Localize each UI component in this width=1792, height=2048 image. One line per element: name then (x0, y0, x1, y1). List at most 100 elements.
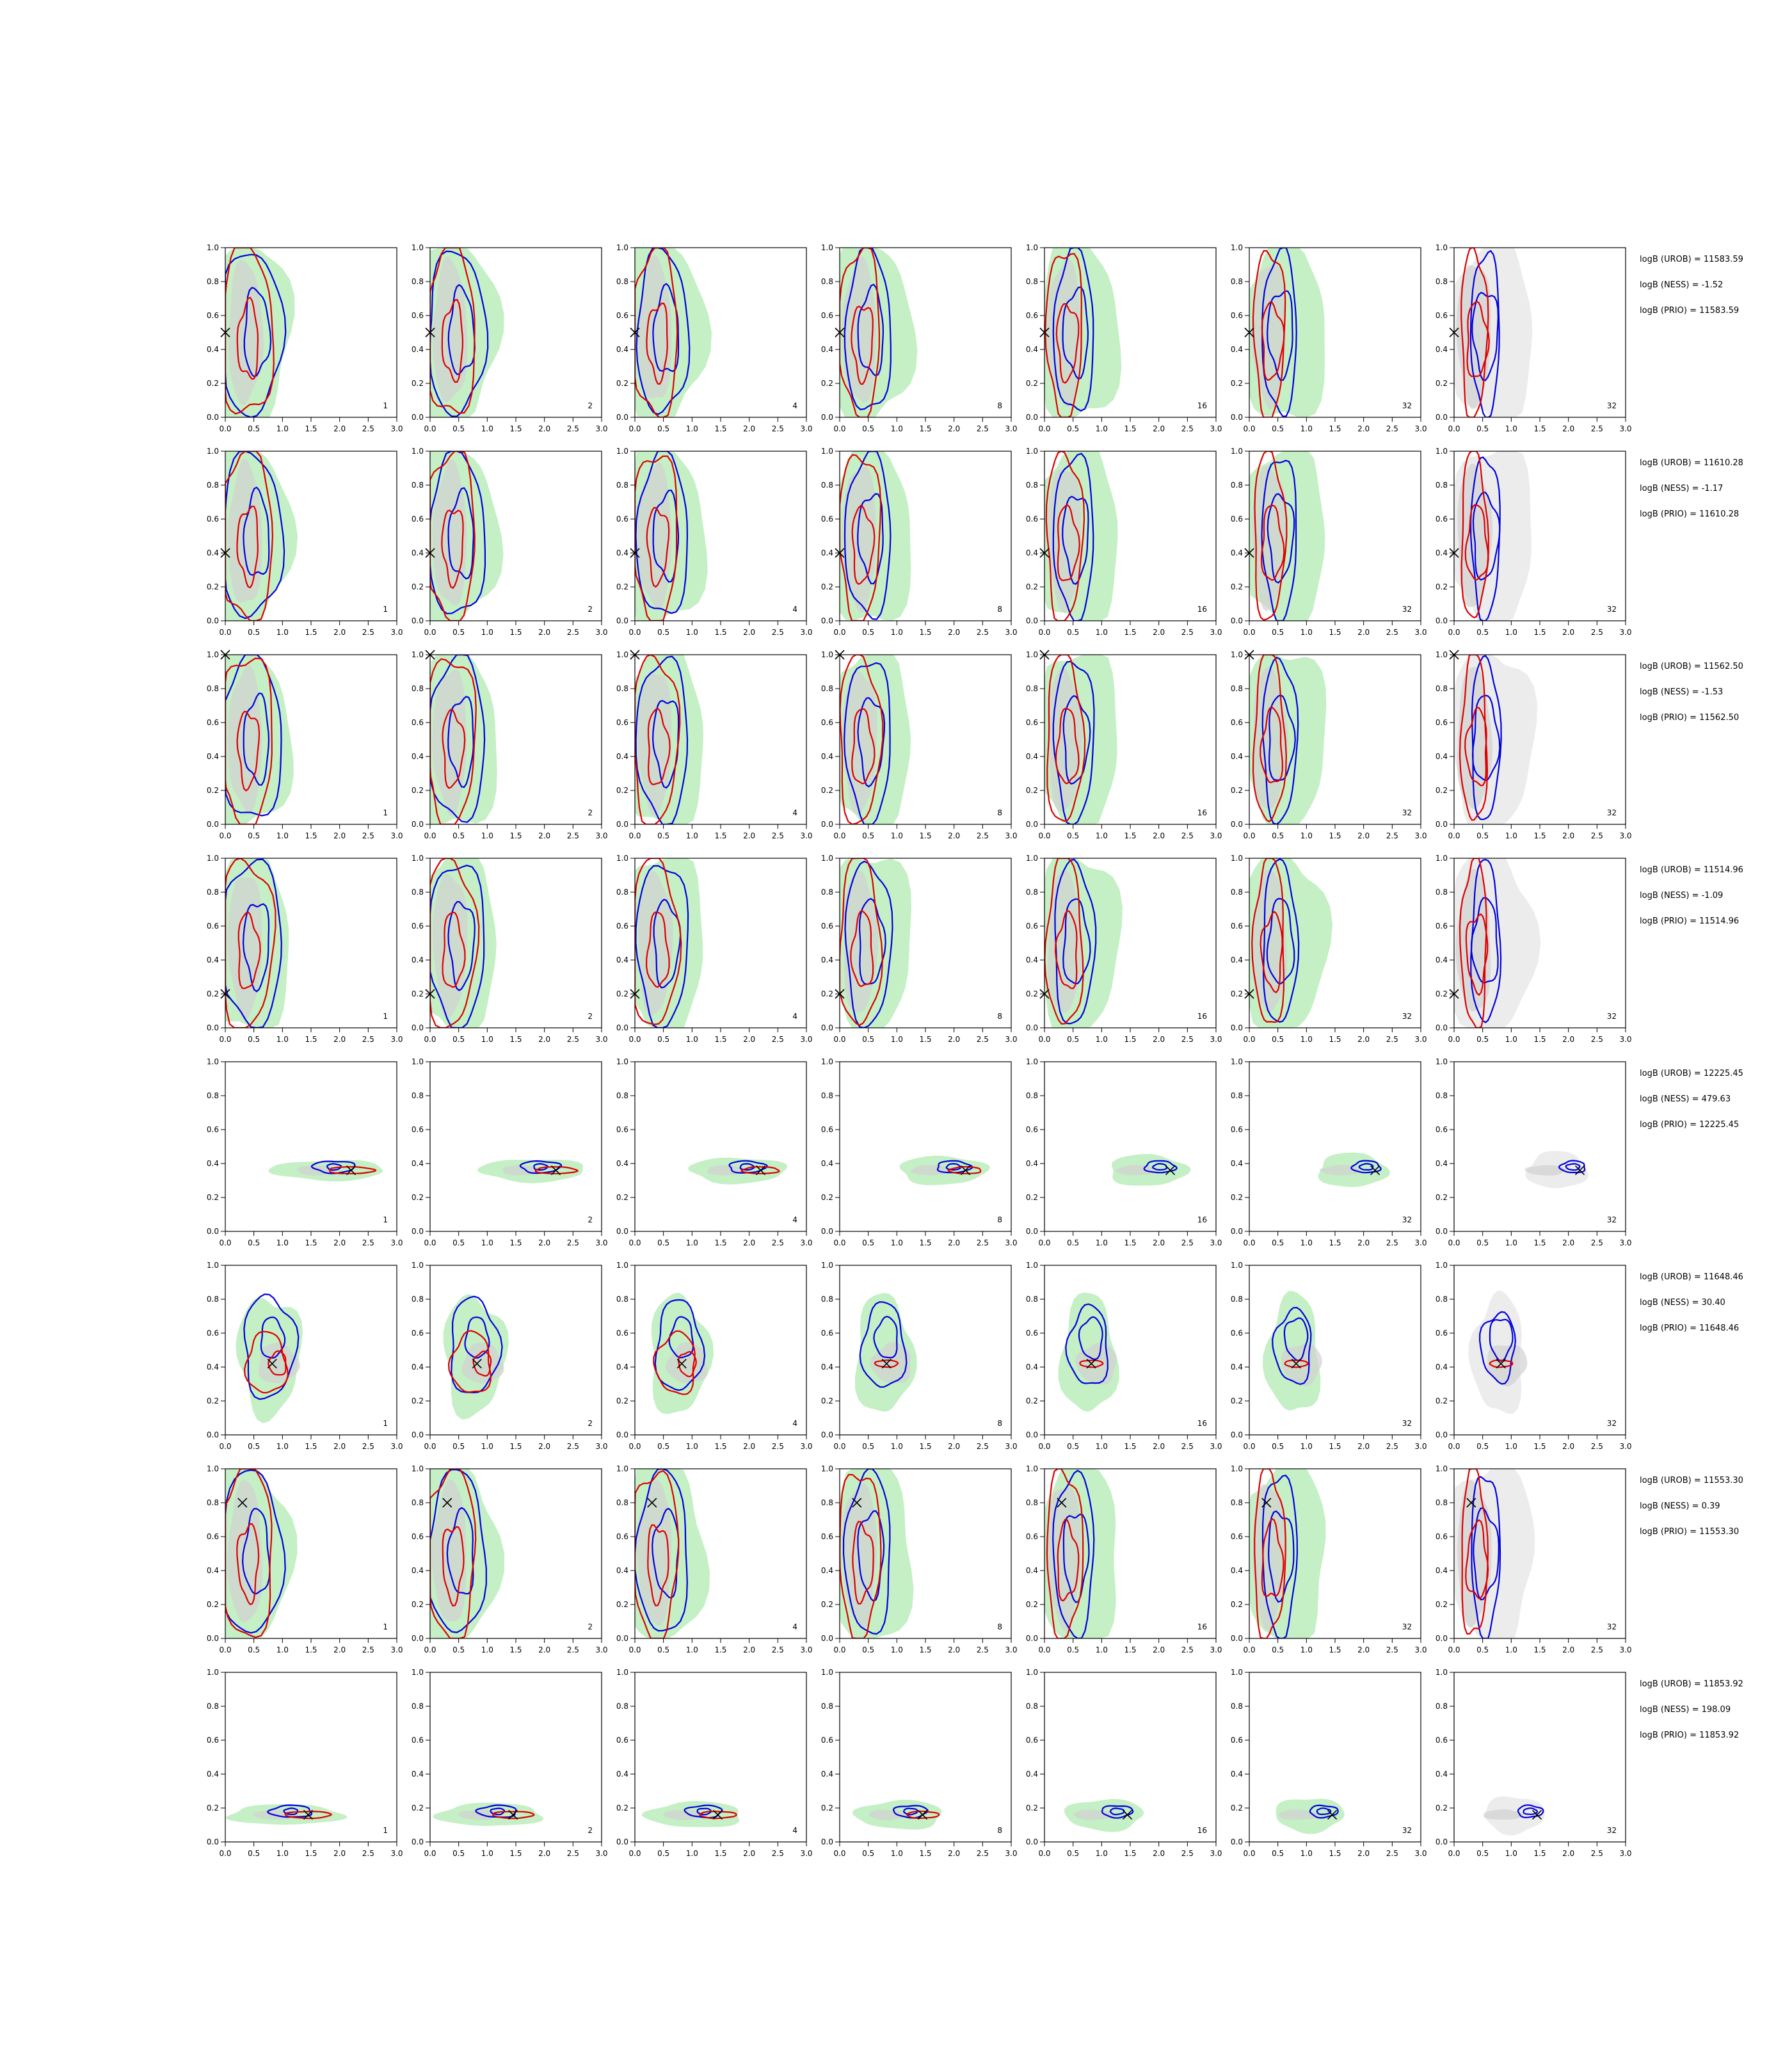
red-contour (472, 1350, 492, 1377)
y-tick-label: 0.6 (412, 922, 424, 931)
x-tick-label: 2.5 (1591, 831, 1603, 840)
y-tick-label: 0.4 (412, 1770, 424, 1779)
blue-contour (1558, 1160, 1586, 1174)
x-tick-label: 1.5 (714, 1035, 726, 1044)
panel-contours (840, 858, 911, 1028)
x-tick-label: 3.0 (1210, 628, 1222, 637)
x-tick-label: 2.0 (743, 424, 755, 433)
y-tick-label: 1.0 (207, 1057, 219, 1066)
y-tick-label: 0.0 (207, 1430, 219, 1439)
x-tick-label: 2.0 (538, 831, 550, 840)
red-contour (1284, 1359, 1309, 1368)
x-tick-label: 1.5 (509, 1645, 522, 1654)
x-tick-label: 0.0 (833, 1238, 845, 1247)
y-tick-label: 1.0 (616, 854, 628, 863)
blue-contour (652, 1507, 680, 1599)
x-tick-label: 1.0 (1300, 1035, 1313, 1044)
panel-column-label: 1 (383, 1622, 388, 1631)
y-tick-label: 0.0 (1231, 616, 1243, 625)
x-tick-label: 0.0 (1243, 1035, 1255, 1044)
y-tick-label: 0.4 (1436, 1159, 1448, 1168)
panel-r6-c2: 0.0 0.5 1.0 1.5 2.0 2.5 3.0 0.0 0.2 0.4 0.6 0.8 1.0 2 (412, 1261, 608, 1451)
logB-stat-r1-2: logB (NESS) = -1.52 (1640, 280, 1723, 290)
true-value-marker (1327, 1810, 1338, 1820)
x-tick-label: 3.0 (1210, 1035, 1222, 1044)
x-tick-label: 1.0 (891, 1238, 903, 1247)
panel-column-label: 8 (997, 1826, 1002, 1835)
x-tick-label: 1.0 (891, 831, 903, 840)
x-tick-label: 1.0 (1505, 424, 1517, 433)
y-tick-label: 1.0 (1436, 1668, 1448, 1677)
y-tick-label: 0.4 (207, 1363, 219, 1372)
x-tick-label: 2.0 (333, 1645, 346, 1654)
grey-posterior-region (666, 1342, 708, 1383)
x-tick-label: 1.5 (1329, 831, 1341, 840)
y-tick-label: 0.2 (1026, 989, 1038, 998)
x-tick-label: 0.0 (424, 1442, 436, 1451)
panel-r3-c4: 0.0 0.5 1.0 1.5 2.0 2.5 3.0 0.0 0.2 0.4 0.6 0.8 1.0 8 (821, 650, 1018, 840)
blue-contour (283, 1807, 299, 1816)
x-tick-label: 1.0 (686, 1442, 698, 1451)
x-tick-label: 2.5 (1181, 1442, 1194, 1451)
panel-column-label: 1 (383, 1012, 388, 1021)
x-tick-label: 0.0 (1448, 1849, 1460, 1858)
blue-contour (1523, 1807, 1539, 1815)
x-tick-label: 1.0 (481, 831, 493, 840)
y-tick-label: 0.2 (821, 1396, 833, 1405)
y-tick-label: 1.0 (207, 650, 219, 659)
blue-contour (1052, 452, 1094, 621)
y-tick-label: 0.8 (616, 1091, 628, 1100)
blue-contour (1065, 1303, 1108, 1384)
y-tick-label: 1.0 (207, 854, 219, 863)
panel-column-label: 8 (997, 1012, 1002, 1021)
y-tick-label: 0.2 (616, 1600, 628, 1609)
logB-stat-r2-2: logB (NESS) = -1.17 (1640, 484, 1723, 493)
panel-column-label: 32 (1402, 808, 1412, 817)
y-tick-label: 0.0 (1436, 1430, 1448, 1439)
x-tick-label: 2.0 (743, 1238, 755, 1247)
x-tick-label: 1.0 (481, 1238, 493, 1247)
x-tick-label: 1.5 (714, 1442, 726, 1451)
x-tick-label: 0.0 (424, 1849, 436, 1858)
blue-contour (1309, 1804, 1339, 1819)
y-tick-label: 0.8 (1231, 1091, 1243, 1100)
y-tick-label: 0.8 (412, 1498, 424, 1507)
blue-contour (635, 865, 689, 1028)
true-value-marker (1039, 989, 1050, 999)
y-tick-label: 0.4 (1436, 345, 1448, 354)
x-tick-label: 1.0 (686, 831, 698, 840)
x-tick-label: 3.0 (1005, 1645, 1017, 1654)
red-contour (678, 1351, 697, 1378)
x-tick-label: 0.0 (424, 1035, 436, 1044)
panel-contours (1468, 1290, 1528, 1414)
red-contour (268, 1350, 287, 1376)
x-tick-label: 2.0 (1562, 628, 1574, 637)
red-contour (236, 505, 259, 589)
y-tick-label: 0.4 (616, 345, 628, 354)
y-tick-label: 0.8 (412, 1091, 424, 1100)
y-tick-label: 0.6 (1231, 1329, 1243, 1338)
y-tick-label: 0.6 (616, 515, 628, 524)
blue-contour (1062, 286, 1089, 380)
x-tick-label: 2.5 (772, 1035, 784, 1044)
y-tick-label: 0.0 (616, 1634, 628, 1643)
true-value-marker (237, 1498, 248, 1508)
blue-contour (844, 248, 892, 410)
x-tick-label: 1.0 (1096, 1035, 1108, 1044)
x-tick-label: 1.0 (1300, 831, 1313, 840)
red-contour (243, 1331, 289, 1394)
blue-contour (1267, 290, 1293, 381)
red-contour (1465, 913, 1489, 996)
x-tick-label: 0.0 (1038, 424, 1050, 433)
x-tick-label: 1.0 (686, 1645, 698, 1654)
red-contour (430, 451, 476, 621)
y-tick-label: 1.0 (1026, 854, 1038, 863)
logB-stat-r5-1: logB (UROB) = 12225.45 (1640, 1069, 1743, 1078)
logB-stat-r3-2: logB (NESS) = -1.53 (1640, 687, 1723, 697)
true-value-marker (755, 1165, 766, 1176)
panel-contours (840, 451, 911, 621)
x-tick-label: 1.0 (686, 424, 698, 433)
x-tick-label: 3.0 (390, 1442, 403, 1451)
y-tick-label: 1.0 (821, 1464, 833, 1473)
red-contour (635, 1469, 680, 1638)
